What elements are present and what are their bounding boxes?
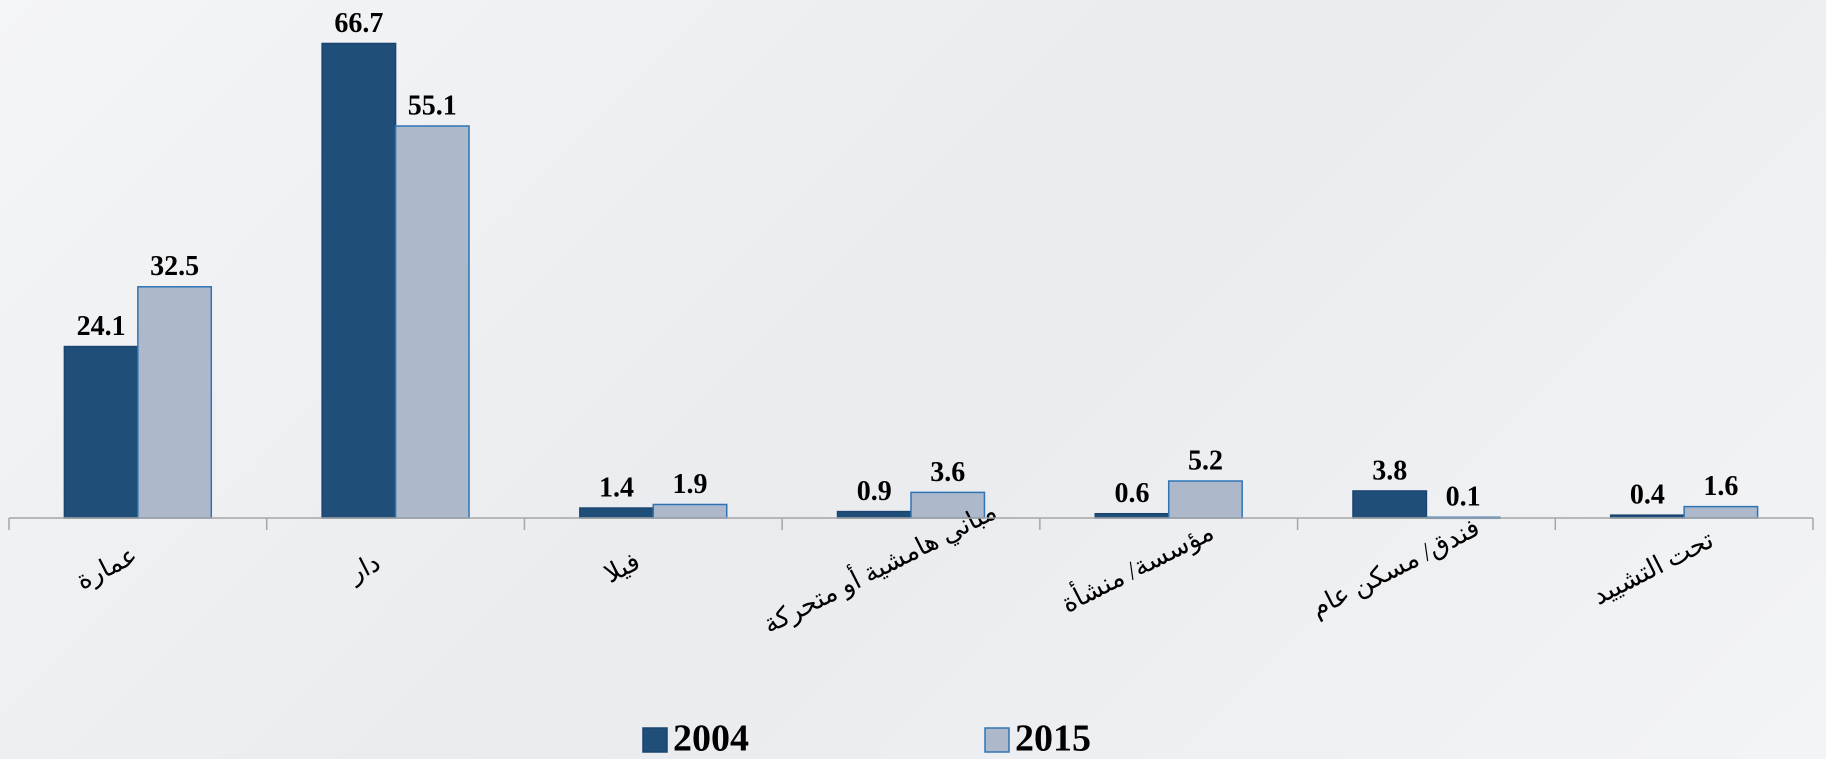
value-label: 55.1 (408, 90, 457, 121)
bar (137, 286, 213, 519)
value-label: 24.1 (77, 311, 126, 342)
bar (63, 345, 139, 519)
value-label: 66.7 (334, 8, 383, 39)
x-tick-label: تحت التشييد (1588, 525, 1718, 611)
value-label: 5.2 (1188, 445, 1223, 476)
bar (1352, 490, 1428, 519)
bar (836, 510, 912, 519)
value-label: 0.9 (857, 476, 892, 507)
x-tick-label: عمارة (71, 540, 142, 596)
value-label: 1.6 (1703, 471, 1738, 502)
x-tick-label: فيلا (600, 547, 645, 589)
x-tick-label: فندق/ مسكن عام (1306, 513, 1485, 624)
x-tick-label: مؤسسة/ منشأة (1055, 513, 1219, 620)
legend-swatch (984, 727, 1010, 753)
bar (579, 507, 655, 519)
bar (1167, 480, 1243, 519)
x-tick-label: دار (342, 548, 385, 590)
value-label: 0.1 (1446, 482, 1481, 513)
bar (394, 125, 470, 519)
value-label: 0.6 (1114, 478, 1149, 509)
value-label: 32.5 (150, 251, 199, 282)
value-label: 1.9 (673, 469, 708, 500)
value-label: 0.4 (1630, 480, 1665, 511)
bar (1683, 505, 1759, 519)
legend-label: 2004 (673, 718, 749, 759)
value-label: 1.4 (599, 472, 634, 503)
bar (321, 42, 397, 519)
legend-swatch (642, 727, 668, 753)
legend-label: 2015 (1015, 718, 1091, 759)
value-label: 3.6 (930, 457, 965, 488)
value-label: 3.8 (1372, 455, 1407, 486)
bar (652, 503, 728, 519)
